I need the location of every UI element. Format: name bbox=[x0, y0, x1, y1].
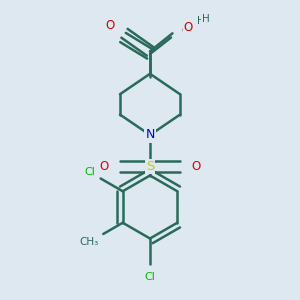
Text: O: O bbox=[106, 19, 115, 32]
Text: H: H bbox=[197, 16, 205, 26]
Text: N: N bbox=[145, 128, 155, 142]
Text: H: H bbox=[202, 14, 209, 24]
Text: CH₃: CH₃ bbox=[79, 237, 99, 247]
Text: O: O bbox=[99, 160, 108, 173]
Text: Cl: Cl bbox=[84, 167, 95, 177]
Text: Cl: Cl bbox=[145, 272, 155, 282]
Text: S: S bbox=[146, 160, 154, 173]
Text: O: O bbox=[182, 26, 190, 37]
Text: O: O bbox=[184, 21, 193, 34]
Text: O: O bbox=[192, 160, 201, 173]
Text: O: O bbox=[105, 25, 114, 35]
